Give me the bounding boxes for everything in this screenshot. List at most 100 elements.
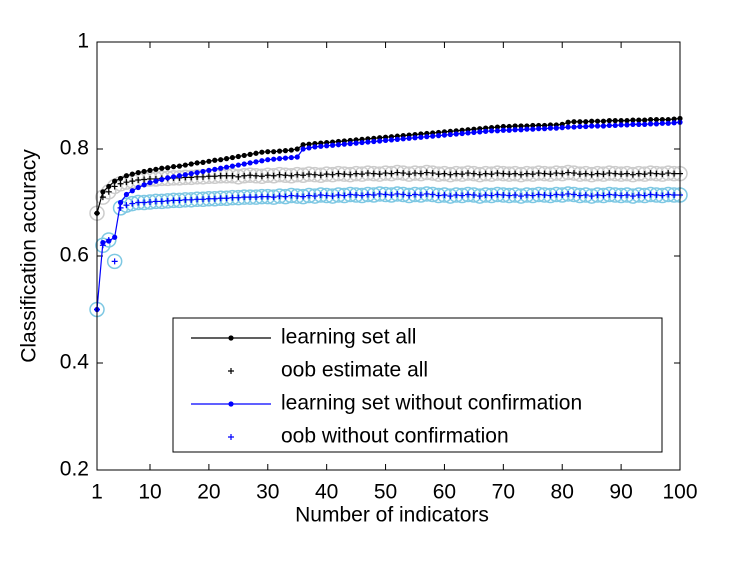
dot-marker [394,136,400,142]
dot-marker [112,234,118,240]
plus-stroke [553,191,560,198]
plus-marker [647,170,654,177]
dot-marker [165,165,171,171]
plus-stroke [341,171,348,178]
plus-stroke [547,171,554,178]
plus-marker [406,192,413,199]
dot-marker [129,188,135,194]
plus-stroke [494,170,501,177]
plus-marker [194,196,201,203]
plus-marker [117,204,124,211]
dot-marker [424,134,430,140]
dot-marker [377,138,383,144]
ring-marker [442,188,459,204]
dot-marker [353,140,359,146]
plus-stroke [129,178,136,185]
plus-marker [253,194,259,201]
plus-marker [258,193,265,200]
plus-stroke [618,192,625,199]
plus-stroke [465,170,471,177]
axes-frame [96,41,681,471]
dot-marker [235,153,241,160]
plus-stroke [329,193,336,200]
x-tick-label: 1 [91,481,103,504]
dot-marker [600,118,607,124]
dot-marker [571,124,577,130]
plus-stroke [441,192,448,199]
plus-stroke [635,192,642,199]
plus-stroke [641,171,648,178]
plus-marker [129,200,136,207]
dot-marker [494,128,501,134]
dot-marker [223,156,230,162]
plus-marker [453,192,460,199]
dot-marker [294,146,300,152]
plus-marker [618,171,625,178]
plus-stroke [111,258,118,265]
plus-stroke [329,171,336,178]
legend-box [172,317,663,453]
plus-stroke [182,196,189,203]
plus-stroke [258,173,265,180]
plus-stroke [518,193,524,200]
dot-marker [612,122,618,129]
plus-stroke [211,173,218,180]
plus-marker [99,194,106,201]
ring-marker [124,195,141,212]
plus-marker [588,171,595,178]
plus-marker [141,199,148,206]
ring-marker [472,188,488,204]
plus-stroke [659,171,666,178]
plus-marker [141,176,148,183]
plus-marker [535,170,542,177]
plus-marker [264,193,271,200]
plus-marker [417,170,424,177]
dot-marker [553,125,559,131]
plus-stroke [512,170,519,177]
plus-marker [588,193,595,200]
plus-marker [553,191,560,198]
dot-marker [112,178,118,184]
dot-marker [512,123,518,129]
plus-marker [288,172,295,179]
dot-marker [265,149,271,155]
dot-marker [647,121,654,127]
plus-marker [553,170,560,177]
plus-stroke [200,173,206,180]
dot-marker [176,163,183,169]
plus-stroke [370,192,377,199]
plus-marker [376,171,383,178]
dot-marker [247,151,253,157]
plus-stroke [364,191,371,198]
plus-marker [205,195,212,202]
dot-marker [630,117,636,123]
plus-marker [317,192,324,199]
plus-marker [306,192,312,199]
plus-stroke [341,192,348,199]
plus-stroke [376,171,383,178]
dot-marker [583,119,589,125]
plus-stroke [382,170,389,177]
plus-stroke [600,171,607,178]
plus-stroke [629,171,636,178]
dot-marker [153,166,159,172]
dot-marker [594,118,601,124]
plus-marker [594,192,601,199]
plus-stroke [194,196,201,203]
plus-stroke [300,172,307,179]
plus-marker [576,171,583,178]
y-tick-label: 0.6 [60,244,89,267]
plus-stroke [158,198,165,205]
plus-marker [217,195,224,202]
dot-marker [259,158,265,164]
series-line [96,121,681,310]
plus-marker [671,192,678,199]
ring-marker [101,232,117,248]
plus-marker [406,171,413,178]
plus-stroke [105,236,112,243]
y-axis-label: Classification accuracy [18,149,41,363]
plus-marker [559,192,566,199]
plus-stroke [423,169,430,176]
dot-marker [218,165,224,171]
dot-marker [329,142,336,148]
